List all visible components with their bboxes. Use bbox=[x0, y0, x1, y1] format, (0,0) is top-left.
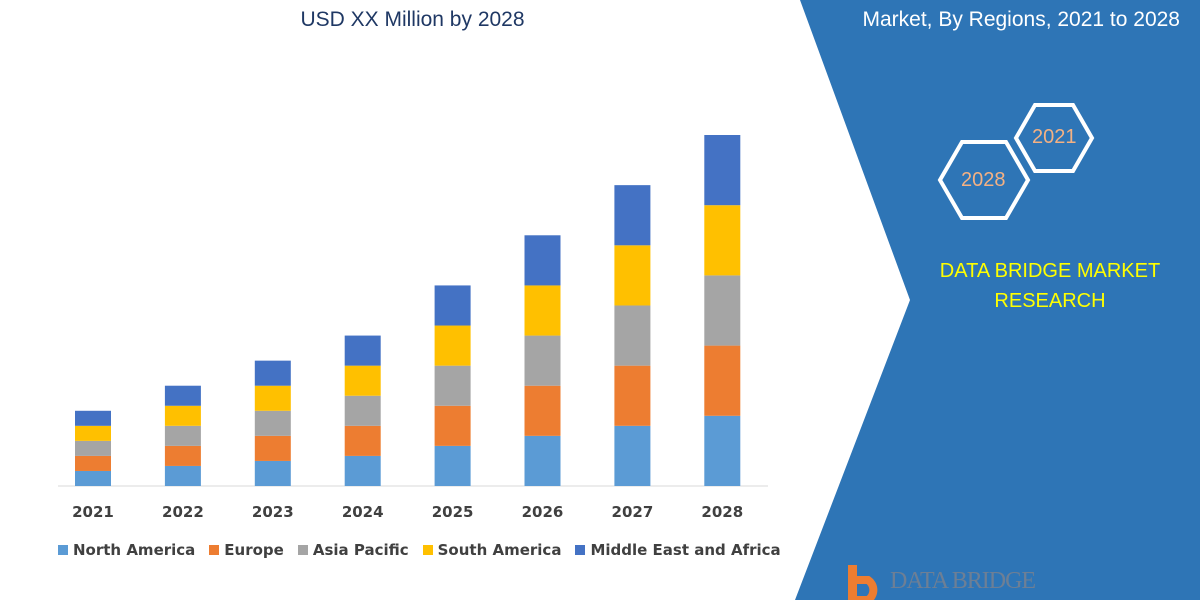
bar-2024-north-america bbox=[344, 455, 381, 486]
bar-2021-europe bbox=[75, 455, 111, 471]
bar-2026-middle-east-and-africa bbox=[524, 235, 561, 286]
x-tick-label: 2022 bbox=[162, 503, 204, 521]
legend-label: Asia Pacific bbox=[312, 541, 409, 559]
legend-label: South America bbox=[437, 541, 562, 559]
bar-2027-asia-pacific bbox=[614, 305, 651, 366]
x-tick-label: 2023 bbox=[251, 503, 294, 521]
bar-2028-north-america bbox=[704, 415, 741, 486]
bars bbox=[75, 135, 741, 486]
bar-2023-south-america bbox=[254, 385, 291, 411]
bar-2027-europe bbox=[614, 365, 651, 426]
hexagon-2021 bbox=[1013, 103, 1095, 173]
hexagon-2028 bbox=[937, 140, 1031, 220]
bar-2022-north-america bbox=[164, 465, 201, 486]
legend-swatch bbox=[575, 545, 586, 555]
bar-2021-south-america bbox=[75, 425, 111, 441]
bar-2028-south-america bbox=[704, 205, 741, 276]
x-tick-label: 2024 bbox=[341, 503, 384, 521]
brand-name: DATA BRIDGE MARKET RESEARCH bbox=[939, 260, 1161, 312]
bar-2026-south-america bbox=[524, 285, 561, 336]
bar-2027-north-america bbox=[614, 425, 651, 486]
x-tick-label: 2021 bbox=[72, 503, 114, 521]
bar-2025-asia-pacific bbox=[434, 365, 471, 406]
x-tick-label: 2027 bbox=[611, 503, 654, 521]
legend-swatch bbox=[58, 545, 68, 555]
bar-2024-asia-pacific bbox=[344, 395, 381, 426]
bar-2026-europe bbox=[524, 385, 561, 436]
bar-2022-europe bbox=[164, 445, 201, 466]
bar-2023-middle-east-and-africa bbox=[254, 360, 291, 386]
bar-2023-europe bbox=[254, 435, 291, 461]
bar-2028-middle-east-and-africa bbox=[704, 135, 741, 206]
legend: North America Europe Asia Pacific South Ame… bbox=[58, 541, 781, 559]
legend-swatch bbox=[422, 545, 433, 555]
legend-item: North America bbox=[58, 541, 195, 559]
chart-subtitle: USD XX Million by 2028 bbox=[300, 8, 525, 31]
legend-swatch bbox=[209, 545, 220, 555]
bar-2024-europe bbox=[344, 425, 381, 456]
panel-title: Market, By Regions, 2021 to 2028 bbox=[862, 8, 1180, 31]
bar-2021-middle-east-and-africa bbox=[75, 410, 111, 426]
x-tick-label: 2028 bbox=[701, 503, 744, 521]
bar-2022-asia-pacific bbox=[164, 425, 201, 446]
bar-2025-europe bbox=[434, 405, 471, 446]
hex-label-2021: 2021 bbox=[1032, 126, 1077, 148]
legend-swatch bbox=[297, 545, 308, 555]
bar-2022-south-america bbox=[164, 405, 201, 426]
bar-2022-middle-east-and-africa bbox=[164, 385, 201, 406]
bar-2023-asia-pacific bbox=[254, 410, 291, 436]
bar-2027-middle-east-and-africa bbox=[614, 185, 651, 246]
bar-2026-asia-pacific bbox=[524, 335, 561, 386]
side-panel bbox=[795, 0, 1200, 600]
bar-2026-north-america bbox=[524, 435, 561, 486]
legend-label: Middle East and Africa bbox=[590, 541, 781, 559]
logo-text: DATA BRIDGE bbox=[890, 568, 1036, 594]
bar-2028-europe bbox=[704, 345, 741, 416]
legend-item: Asia Pacific bbox=[297, 541, 409, 559]
legend-item: Europe bbox=[209, 541, 284, 559]
bar-2024-middle-east-and-africa bbox=[344, 335, 381, 366]
legend-item: Middle East and Africa bbox=[575, 541, 781, 559]
bar-2021-north-america bbox=[75, 470, 111, 486]
hex-label-2028: 2028 bbox=[961, 169, 1006, 191]
bar-2025-middle-east-and-africa bbox=[434, 285, 471, 326]
legend-item: South America bbox=[422, 541, 562, 559]
bar-2028-asia-pacific bbox=[704, 275, 741, 346]
legend-label: Europe bbox=[224, 541, 284, 559]
bar-2021-asia-pacific bbox=[75, 440, 111, 456]
bar-2025-south-america bbox=[434, 325, 471, 366]
bar-2025-north-america bbox=[434, 445, 471, 486]
bar-2024-south-america bbox=[344, 365, 381, 396]
bar-2023-north-america bbox=[254, 460, 291, 486]
legend-label: North America bbox=[73, 541, 196, 559]
bar-2027-south-america bbox=[614, 245, 651, 306]
x-tick-label: 2026 bbox=[521, 503, 564, 521]
x-tick-label: 2025 bbox=[431, 503, 474, 521]
